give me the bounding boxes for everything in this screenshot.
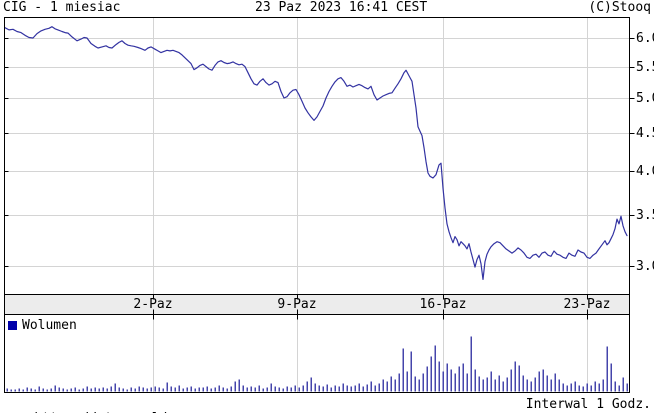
y-tick-label: 5.5: [636, 59, 654, 75]
y-tick-label: 3.0: [636, 258, 654, 274]
y-tick-label: 4.5: [636, 125, 654, 141]
interval-label: Interwal 1 Godz.: [525, 397, 651, 412]
chart-datetime: 23 Paz 2023 16:41 CEST: [255, 0, 428, 15]
y-tick-label: 5.0: [636, 90, 654, 106]
x-tick-label: 2-Paz: [133, 297, 173, 312]
volume-legend: Wolumen: [8, 318, 77, 333]
x-tick-label: 23-Paz: [563, 297, 611, 312]
y-tick-label: 3.5: [636, 207, 654, 223]
x-tick-label: 16-Paz: [419, 297, 467, 312]
chart-title: CIG - 1 miesiac: [3, 0, 121, 15]
y-tick-label: 6.0: [636, 30, 654, 46]
stooq-url-link[interactable]: https://stooq.pl/: [34, 411, 167, 413]
copyright-label: (C)Stooq: [588, 0, 651, 15]
volume-swatch-icon: [8, 321, 17, 330]
volume-legend-label: Wolumen: [22, 318, 77, 333]
y-tick-label: 4.0: [636, 163, 654, 179]
x-tick-label: 9-Paz: [277, 297, 317, 312]
